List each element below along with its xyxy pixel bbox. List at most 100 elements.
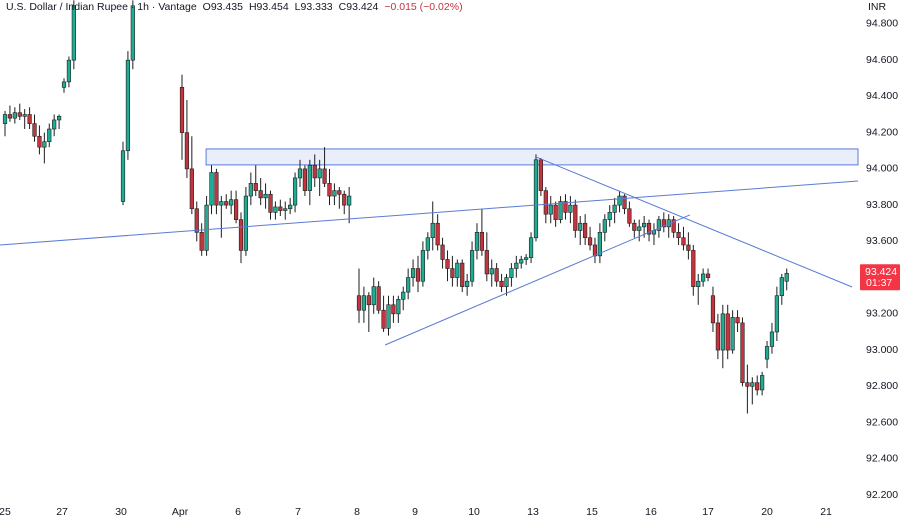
candle-body [642, 222, 647, 228]
candle-body [519, 259, 524, 264]
candle-body [769, 331, 775, 347]
resistance-zone [205, 148, 859, 166]
candle-body [120, 150, 126, 202]
candle-body [479, 231, 484, 251]
candle-body [533, 159, 539, 239]
y-tick-label: 92.200 [866, 489, 898, 501]
candle-body [347, 195, 352, 206]
candle-body [681, 237, 686, 246]
candle-body [47, 128, 52, 142]
candle-body [750, 382, 755, 387]
candle-body [676, 231, 681, 239]
candle-body [705, 273, 711, 278]
candle-body [292, 177, 298, 206]
candle-body [27, 114, 32, 124]
candle-body [661, 219, 666, 228]
candle-body [406, 277, 411, 293]
candle-body [42, 141, 47, 148]
candle-body [460, 262, 465, 287]
candle-body [524, 257, 529, 260]
candle-body [317, 168, 322, 179]
y-tick-label: 94.800 [866, 18, 898, 30]
candle-body [484, 250, 489, 275]
candle-body [32, 123, 37, 137]
y-tick-label: 94.000 [866, 163, 898, 175]
trendline [535, 156, 853, 288]
candle-body [366, 295, 371, 306]
candle-body [710, 295, 716, 324]
candle-body [312, 164, 317, 179]
candle-body [764, 346, 770, 360]
candle-body [469, 250, 475, 282]
x-tick-label: 21 [820, 506, 832, 518]
candle-body [248, 183, 253, 197]
y-tick-label: 93.000 [866, 344, 898, 356]
x-tick-label: 20 [761, 506, 773, 518]
candle-body [194, 208, 199, 233]
candle-body [297, 168, 303, 179]
candle-body [735, 317, 740, 324]
candle-body [696, 280, 701, 287]
candle-body [233, 199, 239, 220]
ohlc-value: −0.015 (−0.02%) [384, 1, 462, 13]
candle-body [548, 204, 553, 215]
candle-body [283, 208, 288, 211]
candle-body [381, 309, 386, 329]
ohlc-value: L93.333 [295, 1, 333, 13]
y-tick-label: 92.800 [866, 380, 898, 392]
candle-body [263, 193, 268, 199]
ohlc-value: C93.424 [339, 1, 379, 13]
x-tick-label: 9 [412, 506, 418, 518]
candle-body [602, 219, 607, 233]
candle-body [391, 304, 396, 315]
candle-body [322, 168, 327, 184]
x-tick-label: 13 [527, 506, 539, 518]
candle-body [528, 237, 534, 258]
candle-body [179, 87, 185, 133]
y-tick-label: 94.200 [866, 126, 898, 138]
x-tick-label: 30 [115, 506, 127, 518]
candle-body [22, 114, 27, 117]
candle-body [243, 195, 249, 251]
candle-body [592, 244, 598, 257]
x-tick-label: Apr [172, 506, 189, 518]
candle-body [268, 193, 273, 213]
candle-body [445, 259, 450, 269]
x-tick-label: 6 [235, 506, 241, 518]
currency: INR [868, 1, 887, 13]
candle-body [720, 313, 725, 351]
candle-body [499, 280, 504, 287]
candle-body [229, 199, 234, 206]
candle-body [646, 222, 652, 235]
candle-body [7, 114, 13, 119]
candle-body [2, 114, 8, 124]
candle-body [671, 219, 676, 233]
candle-body [740, 322, 745, 383]
y-tick-label: 92.400 [866, 453, 898, 465]
candle-body [637, 226, 642, 231]
x-tick-label: 16 [645, 506, 657, 518]
candle-body [725, 313, 730, 351]
x-tick-label: 25 [0, 506, 11, 518]
price-tag-value: 93.424 [865, 266, 897, 278]
candle-body [612, 204, 617, 213]
y-tick-label: 92.600 [866, 416, 898, 428]
candle-body [61, 81, 67, 88]
candle-body [474, 231, 480, 251]
x-tick-label: 7 [295, 506, 301, 518]
candle-body [214, 172, 219, 206]
candle-body [578, 222, 583, 231]
y-tick-label: 94.600 [866, 54, 898, 66]
symbol-name: U.S. Dollar / Indian Rupee · 1h · Vantag… [6, 1, 197, 13]
candle-body [597, 231, 602, 257]
candle-body [784, 272, 789, 282]
price-tag-countdown: 01:37 [866, 277, 892, 289]
plot-area [0, 0, 859, 414]
candle-body [745, 382, 750, 387]
candle-body [376, 286, 381, 311]
ohlc-value: O93.435 [203, 1, 243, 13]
candle-body [774, 295, 779, 333]
candle-body [760, 375, 765, 391]
x-tick-label: 10 [468, 506, 480, 518]
candle-body [238, 219, 244, 251]
